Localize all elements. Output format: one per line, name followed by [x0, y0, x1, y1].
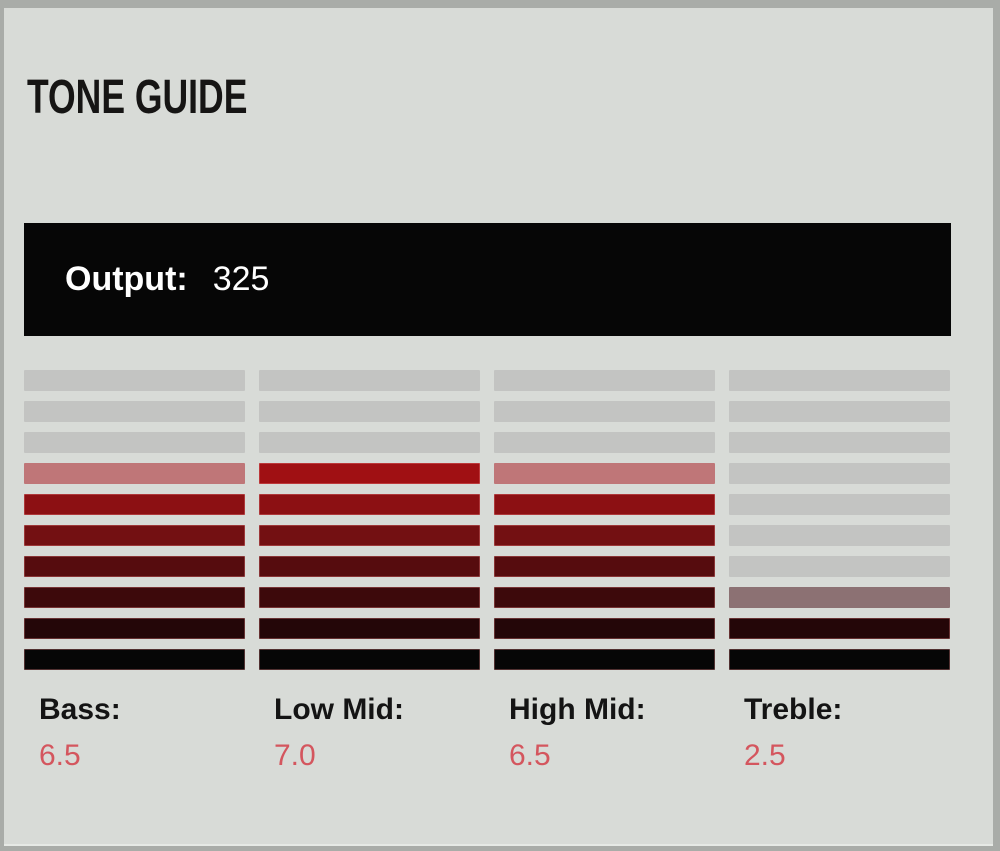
meter-segment — [24, 494, 245, 515]
meter-segment — [729, 556, 950, 577]
meter-segment — [729, 370, 950, 391]
meter-segment — [259, 587, 480, 608]
meter-segment — [729, 587, 950, 608]
meter-segment — [729, 494, 950, 515]
meter-segment — [494, 432, 715, 453]
band-value-high-mid: 6.5 — [509, 739, 551, 772]
segment-stack-treble — [729, 370, 950, 670]
meter-segment — [494, 587, 715, 608]
meter-segment — [494, 618, 715, 639]
band-bass: Bass: 6.5 — [24, 370, 245, 773]
output-value: 325 — [212, 260, 270, 298]
meter-segment — [259, 618, 480, 639]
meter-segment — [259, 556, 480, 577]
band-label-high-mid: High Mid: — [509, 693, 646, 726]
meter-segment — [494, 494, 715, 515]
meter-segment — [494, 556, 715, 577]
meter-segment — [494, 370, 715, 391]
meter-segment — [729, 649, 950, 670]
segment-stack-high-mid — [494, 370, 715, 670]
meter-segment — [259, 370, 480, 391]
band-value-bass: 6.5 — [39, 739, 81, 772]
band-high-mid: High Mid: 6.5 — [494, 370, 715, 773]
meter-segment — [24, 556, 245, 577]
meter-segment — [729, 618, 950, 639]
meter-segment — [24, 587, 245, 608]
meter-segment — [729, 463, 950, 484]
meter-segment — [729, 432, 950, 453]
tone-meter: Bass: 6.5 Low Mid: 7.0 High Mid: 6.5 Treble: 2.… — [24, 370, 950, 773]
meter-segment — [494, 525, 715, 546]
meter-segment — [24, 370, 245, 391]
meter-segment — [24, 401, 245, 422]
segment-stack-low-mid — [259, 370, 480, 670]
meter-segment — [729, 401, 950, 422]
page-title: TONE GUIDE — [27, 71, 248, 124]
segment-stack-bass — [24, 370, 245, 670]
band-low-mid: Low Mid: 7.0 — [259, 370, 480, 773]
meter-segment — [24, 432, 245, 453]
band-value-low-mid: 7.0 — [274, 739, 316, 772]
meter-segment — [259, 432, 480, 453]
meter-segment — [259, 649, 480, 670]
meter-segment — [259, 401, 480, 422]
meter-segment — [494, 401, 715, 422]
panel-body: TONE GUIDE Output: 325 Bass: 6.5 Low Mid: 7… — [4, 8, 993, 846]
band-label-treble: Treble: — [744, 693, 843, 726]
band-label-bass: Bass: — [39, 693, 121, 726]
band-label-low-mid: Low Mid: — [274, 693, 404, 726]
meter-segment — [24, 618, 245, 639]
output-bar: Output: 325 — [24, 223, 951, 336]
meter-segment — [24, 463, 245, 484]
band-treble: Treble: 2.5 — [729, 370, 950, 773]
band-value-treble: 2.5 — [744, 739, 786, 772]
meter-segment — [24, 649, 245, 670]
meter-segment — [494, 649, 715, 670]
meter-segment — [259, 494, 480, 515]
meter-segment — [24, 525, 245, 546]
meter-segment — [729, 525, 950, 546]
meter-segment — [259, 525, 480, 546]
meter-segment — [259, 463, 480, 484]
output-label: Output: — [65, 260, 188, 298]
meter-segment — [494, 463, 715, 484]
